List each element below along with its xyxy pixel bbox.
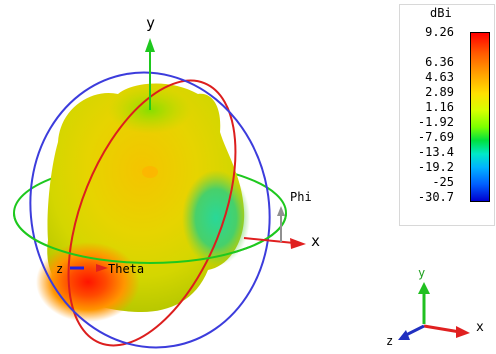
legend-unit-label: dBi: [430, 6, 452, 20]
legend-tick-label: -30.7: [417, 190, 454, 204]
x-axis-label: x: [311, 232, 321, 250]
mini-x-axis-label: x: [476, 320, 484, 335]
theta-arrow-icon: [96, 264, 108, 272]
legend-tick-label: -13.4: [417, 145, 454, 159]
legend-tick-label: 2.89: [425, 85, 454, 99]
y-axis-arrow-icon: [145, 38, 155, 52]
legend-tick-label: -19.2: [417, 160, 454, 174]
legend-tick-label: 4.63: [425, 70, 454, 84]
theta-cut-circle: [67, 79, 237, 347]
orientation-triad: [398, 282, 470, 340]
phi-label: Phi: [290, 190, 312, 204]
legend-tick-label: 9.26: [425, 25, 454, 39]
legend-tick-label: 6.36: [425, 55, 454, 69]
legend-tick-label: -1.92: [417, 115, 454, 129]
legend-tick-label: -25: [432, 175, 454, 189]
radiation-pattern-surface: [36, 83, 250, 322]
legend-tick-label: -7.69: [417, 130, 454, 144]
mini-y-axis-label: y: [418, 266, 426, 280]
legend-colorbar: [470, 32, 490, 202]
legend-tick-label: 1.16: [425, 100, 454, 114]
mini-z-axis-label: z: [386, 334, 394, 348]
x-axis-arrow-icon: [290, 238, 306, 249]
phi-arrow-icon: [277, 206, 285, 216]
horizontal-cut-circle-front: [13, 212, 287, 264]
phi-cut-circle: [29, 71, 271, 349]
y-axis-label: y: [146, 14, 156, 32]
x-axis-line: [243, 237, 295, 244]
theta-label: Theta: [108, 262, 145, 276]
z-axis-label: z: [56, 262, 64, 276]
